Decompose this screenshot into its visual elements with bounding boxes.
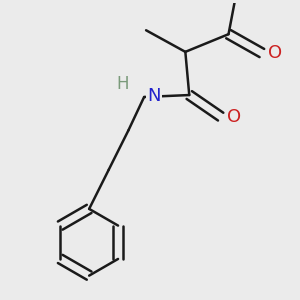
- Text: H: H: [117, 75, 129, 93]
- Text: N: N: [147, 87, 161, 105]
- Text: O: O: [226, 108, 241, 126]
- Text: O: O: [268, 44, 282, 62]
